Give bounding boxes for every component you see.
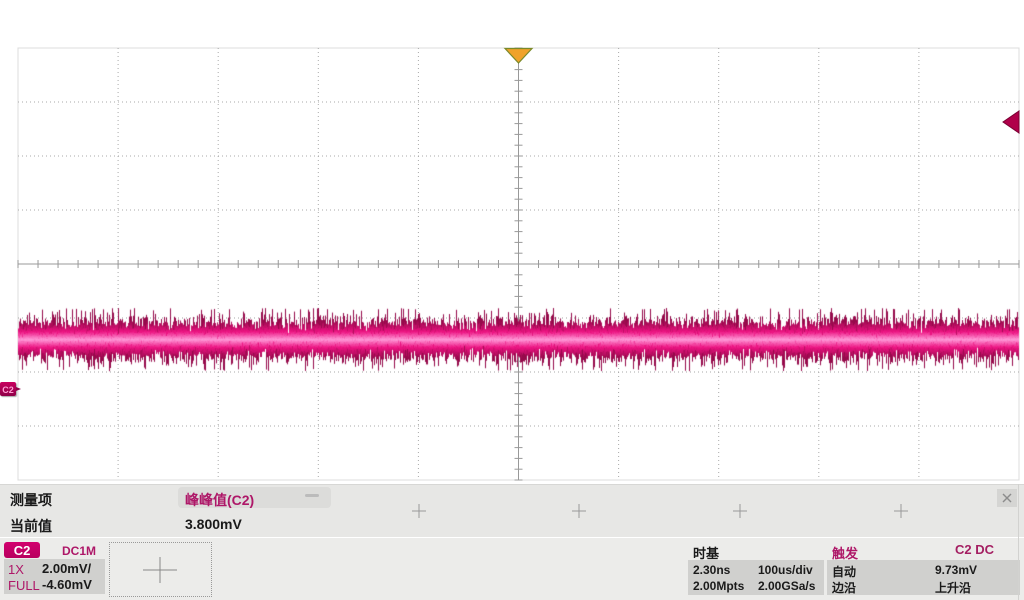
svg-text:C2: C2	[2, 385, 14, 395]
